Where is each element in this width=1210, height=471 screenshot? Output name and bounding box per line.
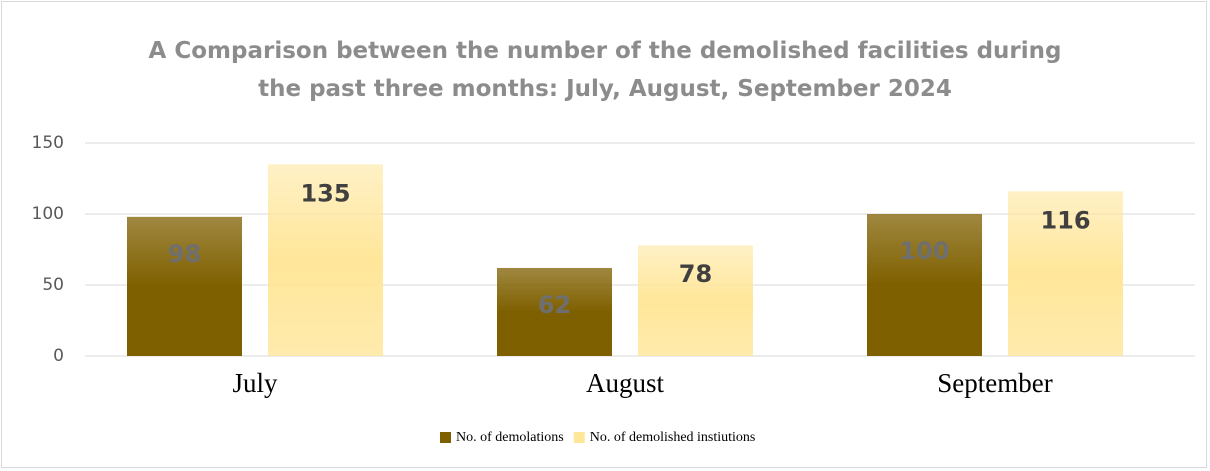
y-tick-label: 0 bbox=[53, 346, 64, 366]
legend-swatch bbox=[440, 432, 451, 443]
legend-label: No. of demolished instiutions bbox=[590, 430, 756, 445]
data-label: 100 bbox=[899, 237, 949, 265]
y-tick-label: 150 bbox=[32, 133, 64, 153]
bar bbox=[867, 214, 982, 356]
data-label: 78 bbox=[679, 260, 712, 288]
legend-swatch bbox=[573, 432, 585, 443]
bar bbox=[497, 267, 612, 356]
x-tick-label: August bbox=[586, 368, 665, 398]
y-tick-label: 100 bbox=[32, 204, 64, 224]
bar bbox=[268, 164, 383, 356]
y-tick-label: 50 bbox=[42, 275, 64, 295]
bar bbox=[1008, 191, 1123, 356]
data-label: 135 bbox=[300, 179, 350, 207]
x-tick-label: September bbox=[937, 368, 1052, 398]
data-label: 98 bbox=[168, 240, 201, 268]
legend-label: No. of demolations bbox=[456, 430, 564, 445]
x-tick-label: July bbox=[232, 368, 278, 398]
chart-title: A Comparison between the number of the d… bbox=[148, 38, 1062, 102]
bar bbox=[638, 245, 753, 356]
data-label: 116 bbox=[1040, 206, 1090, 234]
bar bbox=[127, 216, 242, 356]
data-label: 62 bbox=[538, 291, 571, 319]
